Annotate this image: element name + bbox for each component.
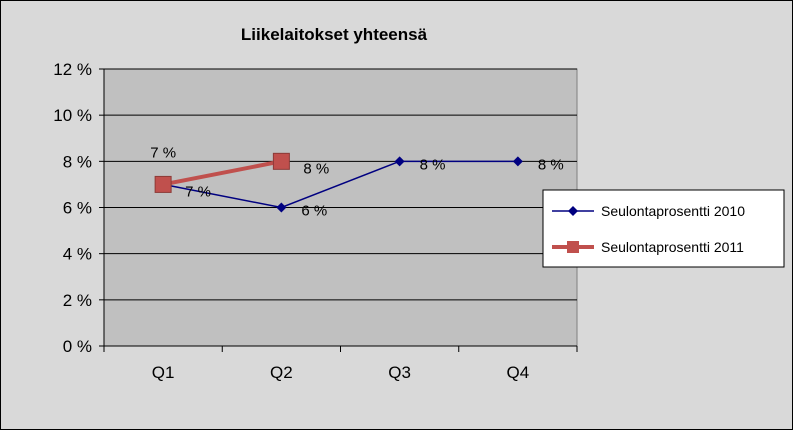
- y-axis: 0 % 2 % 4 % 6 % 8 % 10 % 12 %: [53, 60, 105, 356]
- legend-box: [542, 189, 785, 268]
- y-tick-label: 10 %: [53, 106, 92, 125]
- data-point: [394, 156, 405, 167]
- y-tick-label: 6 %: [63, 199, 92, 218]
- x-tick-label: Q2: [270, 363, 293, 382]
- data-label: 8 %: [420, 156, 446, 173]
- data-point: [276, 202, 287, 213]
- x-tick-label: Q3: [388, 363, 411, 382]
- legend-label: Seulontaprosentti 2010: [601, 203, 745, 219]
- y-tick-label: 4 %: [63, 245, 92, 264]
- legend-swatch-marker: [567, 241, 579, 253]
- x-axis: Q1 Q2 Q3 Q4: [103, 345, 578, 382]
- data-point: [154, 175, 172, 193]
- data-point: [272, 152, 290, 170]
- legend: Seulontaprosentti 2010 Seulontaprosentti …: [542, 189, 785, 268]
- series-line: [162, 159, 282, 187]
- legend-item: Seulontaprosentti 2010: [552, 203, 745, 219]
- y-tick-label: 12 %: [53, 60, 92, 79]
- data-label: 8 %: [538, 156, 564, 173]
- data-label: 6 %: [301, 203, 327, 220]
- x-tick-label: Q1: [152, 363, 175, 382]
- chart-title: Liikelaitokset yhteensä: [241, 25, 428, 44]
- series-line: [162, 160, 518, 209]
- data-label: 8 %: [303, 160, 329, 177]
- legend-swatch-marker: [568, 206, 578, 216]
- y-tick-label: 0 %: [63, 337, 92, 356]
- series-2: [154, 152, 290, 193]
- data-labels: 7 % 6 % 8 % 8 % 7 % 8 %: [150, 144, 564, 219]
- legend-label: Seulontaprosentti 2011: [601, 239, 744, 255]
- legend-item: Seulontaprosentti 2011: [552, 239, 744, 255]
- data-point: [512, 156, 523, 167]
- y-tick-label: 2 %: [63, 291, 92, 310]
- x-tick-label: Q4: [507, 363, 530, 382]
- series-layer: [154, 152, 523, 213]
- data-label: 7 %: [185, 183, 211, 200]
- data-label: 7 %: [150, 144, 176, 161]
- y-tick-label: 8 %: [63, 152, 92, 171]
